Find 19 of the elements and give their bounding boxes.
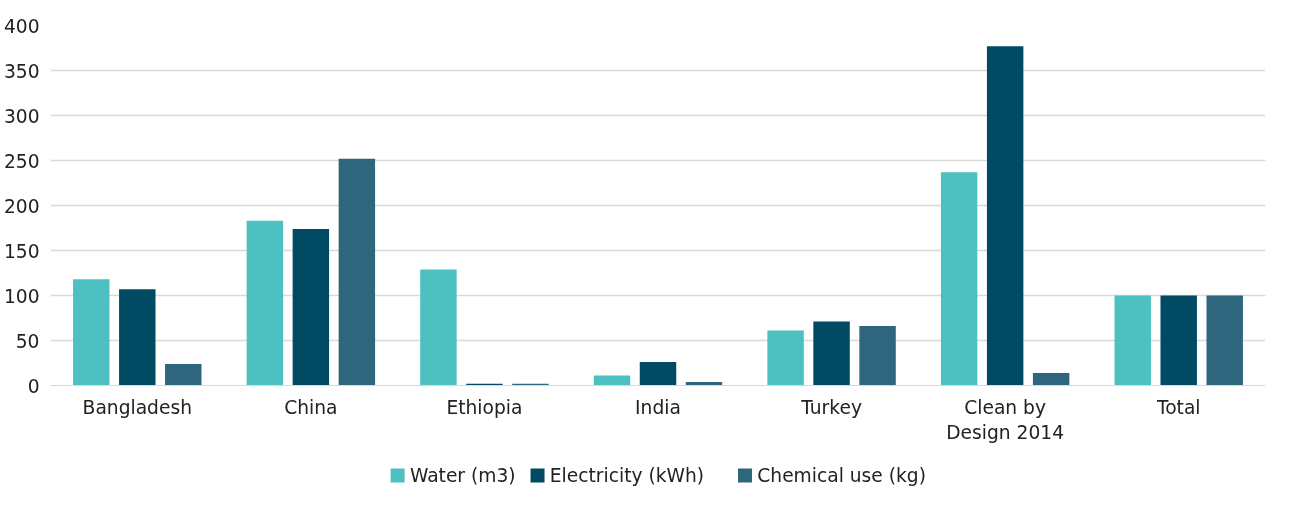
legend-label: Electricity (kWh)	[549, 465, 705, 486]
x-tick-label: Ethiopia	[446, 396, 523, 418]
y-tick-label: 350	[3, 60, 40, 82]
x-tick-label: India	[635, 396, 681, 418]
y-tick-label: 0	[27, 375, 40, 397]
y-tick-label: 150	[3, 240, 40, 262]
x-tick-label: Total	[1155, 396, 1201, 418]
x-tick-label: Turkey	[800, 396, 862, 418]
y-tick-label: 300	[3, 105, 40, 127]
x-tick-label: Bangladesh	[82, 396, 192, 418]
y-tick-label: 250	[3, 150, 40, 172]
x-tick-label: Clean by Design 2014	[946, 396, 1065, 443]
y-tick-label: 400	[3, 15, 40, 37]
legend-label: Chemical use (kg)	[757, 465, 926, 486]
y-tick-label: 100	[3, 285, 40, 307]
legend-label: Water (m3)	[409, 465, 516, 486]
x-tick-label: China	[284, 396, 338, 418]
y-tick-label: 50	[15, 330, 40, 352]
y-tick-label: 200	[3, 195, 40, 217]
